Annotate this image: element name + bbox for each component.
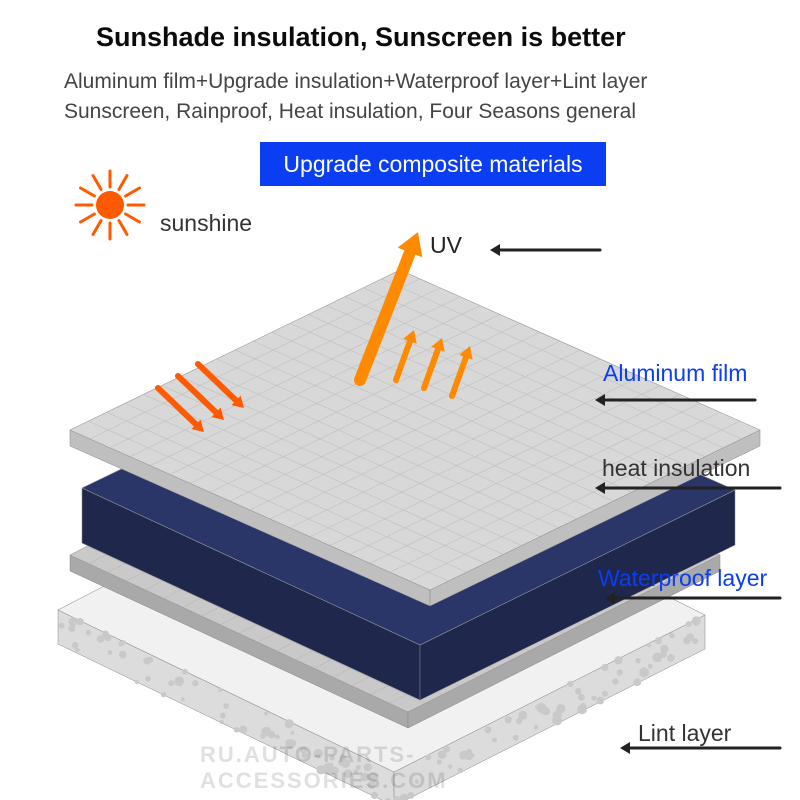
layer-label-lint: Lint layer	[638, 720, 731, 747]
diagram-svg	[0, 0, 800, 800]
watermark-text: RU.AUTO-PARTS-ACCESSORIES.COM	[200, 742, 600, 794]
infographic-canvas: Sunshade insulation, Sunscreen is better…	[0, 0, 800, 800]
layer-label-waterproof: Waterproof layer	[598, 565, 767, 592]
layer-label-heat: heat insulation	[602, 455, 750, 482]
layer-label-aluminum: Aluminum film	[603, 360, 747, 387]
